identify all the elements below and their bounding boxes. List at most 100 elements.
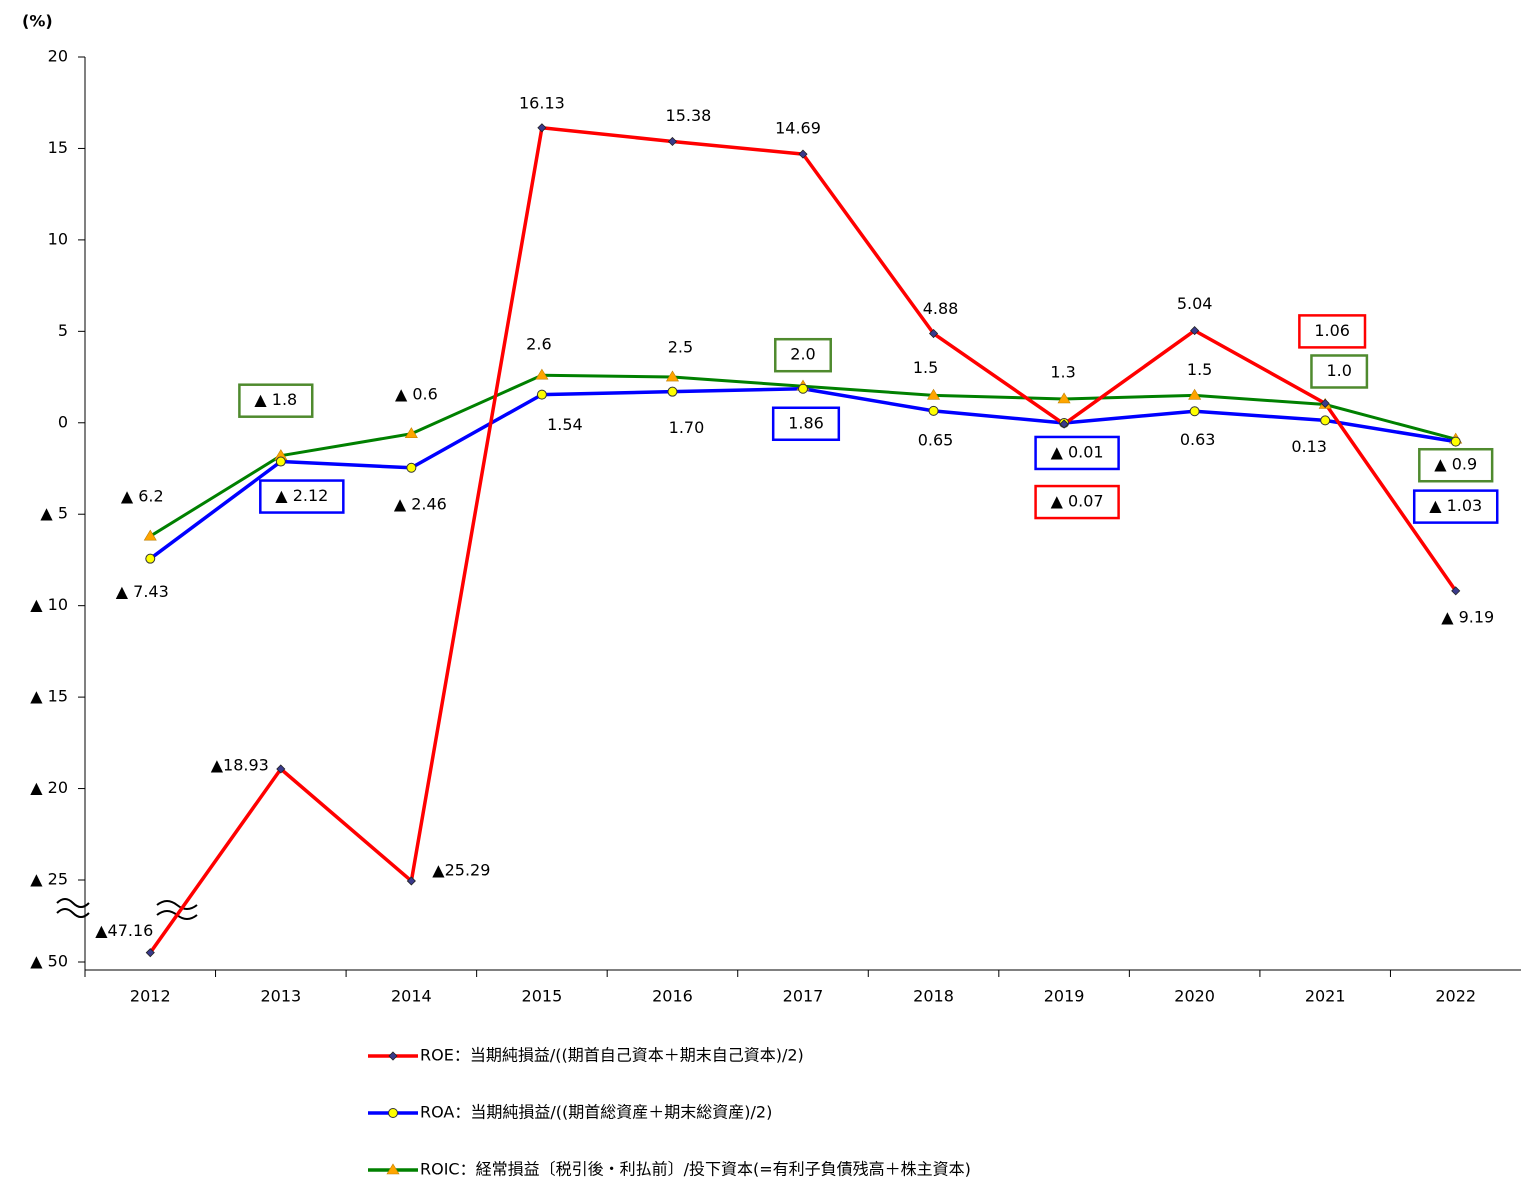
marker bbox=[143, 529, 157, 541]
marker bbox=[798, 149, 808, 159]
marker bbox=[928, 328, 939, 339]
marker bbox=[667, 386, 678, 397]
data-label: 4.88 bbox=[923, 299, 959, 318]
data-label: ▲ 1.03 bbox=[1429, 496, 1482, 515]
x-tick-label: 2021 bbox=[1305, 987, 1346, 1006]
data-label: ▲ 1.8 bbox=[254, 390, 297, 409]
data-label: 0.63 bbox=[1180, 430, 1216, 449]
marker bbox=[1188, 388, 1202, 400]
data-label: 1.5 bbox=[1187, 360, 1212, 379]
marker bbox=[275, 456, 286, 467]
marker bbox=[1450, 436, 1461, 447]
data-label: 2.6 bbox=[526, 335, 551, 354]
legend-label: ROA：当期純損益/((期首総資産＋期末総資産)/2) bbox=[420, 1103, 772, 1122]
data-label: ▲47.16 bbox=[95, 921, 153, 940]
label-box bbox=[1418, 447, 1494, 483]
marker bbox=[388, 1108, 398, 1118]
data-label: ▲ 9.19 bbox=[1441, 607, 1494, 626]
data-label: 1.3 bbox=[1050, 363, 1075, 382]
label-box bbox=[771, 406, 841, 442]
marker bbox=[927, 388, 941, 400]
y-tick-label: 5 bbox=[58, 321, 68, 340]
label-box bbox=[1298, 314, 1367, 349]
x-tick-label: 2015 bbox=[522, 987, 563, 1006]
y-tick-label: ▲ 5 bbox=[40, 504, 68, 523]
marker bbox=[665, 370, 679, 382]
data-label: ▲ 0.9 bbox=[1434, 455, 1477, 474]
label-box bbox=[1034, 484, 1120, 520]
marker bbox=[535, 368, 549, 380]
label-box bbox=[1412, 489, 1499, 524]
marker bbox=[276, 764, 286, 774]
label-box bbox=[1034, 435, 1120, 471]
marker bbox=[145, 553, 156, 564]
label-box bbox=[1310, 354, 1369, 389]
marker bbox=[537, 123, 547, 133]
y-tick-label: ▲ 10 bbox=[30, 595, 68, 614]
axis-break bbox=[55, 895, 198, 920]
marker bbox=[1057, 392, 1071, 404]
data-label: 1.0 bbox=[1326, 361, 1351, 380]
marker bbox=[145, 948, 155, 958]
data-label: ▲25.29 bbox=[432, 860, 490, 879]
marker bbox=[406, 462, 417, 473]
data-label: 1.70 bbox=[669, 418, 705, 437]
legend-label: ROE：当期純損益/((期首自己資本＋期末自己資本)/2) bbox=[420, 1046, 804, 1065]
marker bbox=[406, 876, 416, 886]
marker bbox=[667, 136, 678, 147]
y-tick-label: ▲ 50 bbox=[30, 952, 68, 971]
x-tick-label: 2012 bbox=[130, 987, 171, 1006]
y-tick-label: 10 bbox=[48, 229, 68, 248]
marker bbox=[1190, 326, 1200, 336]
data-label: ▲ 2.46 bbox=[394, 494, 447, 513]
marker bbox=[1451, 586, 1461, 596]
y-axis-label: (%) bbox=[22, 12, 53, 31]
y-tick-label: ▲ 15 bbox=[30, 687, 68, 706]
marker bbox=[1320, 398, 1330, 408]
data-label: 1.06 bbox=[1314, 321, 1350, 340]
data-label: 15.38 bbox=[666, 106, 712, 125]
x-tick-label: 2013 bbox=[260, 987, 301, 1006]
x-tick-label: 2022 bbox=[1435, 987, 1476, 1006]
data-label: 16.13 bbox=[519, 93, 565, 112]
y-tick-label: 20 bbox=[48, 47, 68, 66]
data-label: 0.65 bbox=[918, 430, 954, 449]
x-tick-label: 2016 bbox=[652, 987, 693, 1006]
data-label: ▲ 0.07 bbox=[1051, 492, 1104, 511]
data-label: 5.04 bbox=[1177, 294, 1213, 313]
data-label: 14.69 bbox=[775, 119, 821, 138]
label-box bbox=[259, 479, 345, 514]
x-tick-label: 2020 bbox=[1174, 987, 1215, 1006]
label-box bbox=[774, 337, 832, 373]
data-label: ▲ 0.6 bbox=[395, 384, 438, 403]
data-label: 0.13 bbox=[1291, 437, 1327, 456]
y-tick-label: 0 bbox=[58, 412, 68, 431]
data-label: 1.5 bbox=[913, 358, 938, 377]
marker bbox=[386, 1163, 400, 1175]
marker bbox=[928, 405, 939, 416]
data-label: 1.54 bbox=[547, 415, 583, 434]
data-label: ▲ 7.43 bbox=[116, 582, 169, 601]
data-label: 2.0 bbox=[790, 345, 815, 364]
marker bbox=[404, 427, 418, 439]
series-line bbox=[148, 126, 1458, 954]
data-label: ▲ 6.2 bbox=[121, 487, 164, 506]
y-tick-label: 15 bbox=[48, 138, 68, 157]
y-tick-label: ▲ 25 bbox=[30, 870, 68, 889]
data-label: ▲ 0.01 bbox=[1051, 442, 1104, 461]
data-label: ▲18.93 bbox=[211, 755, 269, 774]
label-box bbox=[238, 383, 314, 418]
x-tick-label: 2019 bbox=[1044, 987, 1085, 1006]
series-line bbox=[149, 373, 1457, 538]
marker bbox=[536, 389, 547, 400]
x-tick-label: 2014 bbox=[391, 987, 432, 1006]
data-label: 1.86 bbox=[788, 413, 824, 432]
y-tick-label: ▲ 20 bbox=[30, 778, 68, 797]
x-tick-label: 2017 bbox=[783, 987, 824, 1006]
data-label: 2.5 bbox=[668, 338, 693, 357]
data-label: ▲ 2.12 bbox=[275, 486, 328, 505]
marker bbox=[1059, 419, 1069, 429]
x-tick-label: 2018 bbox=[913, 987, 954, 1006]
